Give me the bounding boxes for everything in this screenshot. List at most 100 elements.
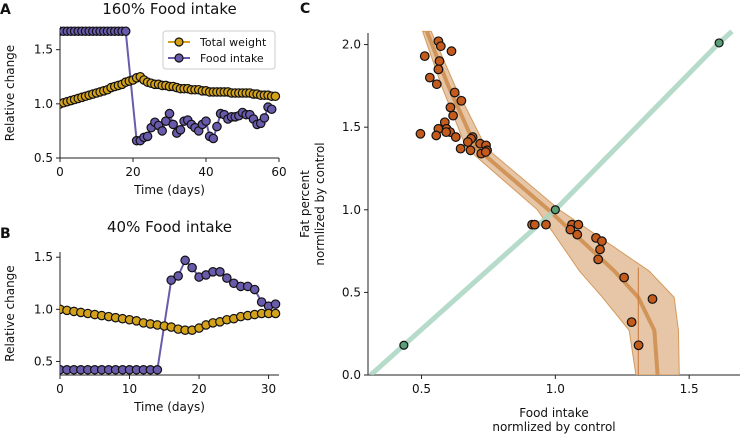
- y-tick-label: 0.5: [34, 354, 53, 368]
- chart-title: 40% Food intake: [107, 218, 232, 236]
- data-point: [595, 244, 605, 255]
- data-point: [529, 219, 540, 230]
- data-point: [270, 308, 281, 319]
- chart-title: 160% Food intake: [102, 0, 237, 18]
- y-tick-label: 1.0: [342, 203, 361, 217]
- legend-frame: [162, 30, 276, 70]
- data-point: [455, 143, 466, 154]
- panel-B: [56, 252, 281, 379]
- y-tick-label: 1.0: [34, 97, 53, 111]
- series-food-intake: [60, 26, 277, 146]
- data-point: [270, 299, 281, 309]
- data-point: [573, 219, 584, 230]
- data-point: [212, 121, 222, 132]
- series-total-weight: [60, 71, 281, 109]
- x-axis-label: Time (days): [133, 183, 205, 197]
- plot-area: [369, 29, 734, 375]
- y-axis-label: Relative change: [3, 45, 17, 141]
- data-point: [222, 273, 232, 283]
- data-point: [433, 64, 444, 75]
- data-point: [166, 275, 177, 285]
- data-point: [480, 147, 491, 157]
- legend-swatch-marker: [174, 37, 184, 47]
- data-point: [431, 130, 442, 141]
- series-food-intake: [60, 255, 281, 375]
- y-axis-label: Relative change: [3, 265, 17, 361]
- data-point: [633, 340, 644, 351]
- data-point: [441, 127, 452, 138]
- control-point: [399, 340, 409, 350]
- legend: Total weight Food intake: [162, 30, 276, 70]
- data-point: [647, 294, 658, 304]
- panel-A: Total weight Food intake: [56, 26, 281, 162]
- x-tick-label: 1.0: [546, 382, 565, 396]
- y-axis-label: Fat percent: [298, 170, 312, 238]
- series-total-weight: [60, 304, 281, 335]
- x-tick-label: 0: [56, 165, 64, 179]
- y-tick-label: 1.5: [34, 43, 53, 57]
- x-tick-label: 10: [122, 382, 137, 396]
- data-point: [120, 26, 131, 37]
- x-axis-label: Time (days): [133, 400, 205, 414]
- data-point: [415, 128, 426, 139]
- data-point: [142, 131, 153, 142]
- data-point: [215, 267, 225, 277]
- panel-label: B: [0, 226, 11, 242]
- x-tick-label: 0.5: [412, 382, 431, 396]
- x-tick-label: 1.5: [680, 382, 699, 396]
- data-point: [164, 108, 175, 119]
- data-point: [450, 132, 461, 142]
- data-point: [593, 254, 604, 265]
- x-axis-label: Food intake: [519, 406, 589, 420]
- y-tick-label: 1.5: [342, 120, 361, 134]
- legend-label: Total weight: [199, 36, 267, 49]
- data-point: [541, 219, 551, 230]
- data-point: [431, 79, 442, 90]
- legend-label: Food intake: [200, 52, 264, 65]
- data-point: [446, 46, 457, 57]
- y-axis-label: normlized by control: [313, 142, 327, 265]
- data-point: [619, 272, 630, 283]
- x-tick-label: 0: [56, 382, 64, 396]
- x-axis-label: normlized by control: [492, 420, 615, 434]
- panel-label: C: [300, 1, 310, 17]
- y-tick-label: 2.0: [342, 38, 361, 52]
- data-point: [175, 125, 186, 135]
- data-point: [424, 72, 435, 83]
- y-tick-label: 0.0: [342, 368, 361, 382]
- data-point: [445, 102, 456, 113]
- panel-C: [364, 29, 740, 379]
- data-point: [201, 116, 211, 126]
- data-point: [565, 224, 576, 235]
- data-point: [180, 255, 190, 266]
- data-point: [168, 119, 178, 130]
- data-point: [256, 297, 267, 307]
- data-point: [462, 137, 473, 147]
- legend-swatch-marker: [174, 53, 184, 63]
- data-point: [249, 284, 260, 295]
- control-point: [714, 38, 724, 48]
- x-tick-label: 60: [271, 165, 286, 179]
- x-tick-label: 20: [125, 165, 140, 179]
- data-point: [208, 133, 219, 144]
- data-point: [157, 126, 167, 136]
- data-point: [626, 317, 637, 328]
- control-point: [550, 205, 560, 215]
- x-tick-label: 40: [198, 165, 213, 179]
- data-point: [152, 364, 163, 375]
- fit-confidence-band: [421, 30, 680, 375]
- y-tick-label: 1.5: [34, 250, 53, 264]
- data-point: [173, 271, 183, 281]
- data-point: [597, 236, 607, 247]
- data-point: [270, 91, 281, 102]
- data-point: [419, 51, 430, 62]
- y-tick-label: 0.5: [34, 151, 53, 165]
- y-tick-label: 0.5: [342, 285, 361, 299]
- data-point: [187, 262, 197, 273]
- data-point: [434, 56, 445, 66]
- data-point: [465, 145, 476, 156]
- data-point: [266, 104, 277, 115]
- data-point: [435, 41, 446, 52]
- y-tick-label: 1.0: [34, 302, 53, 316]
